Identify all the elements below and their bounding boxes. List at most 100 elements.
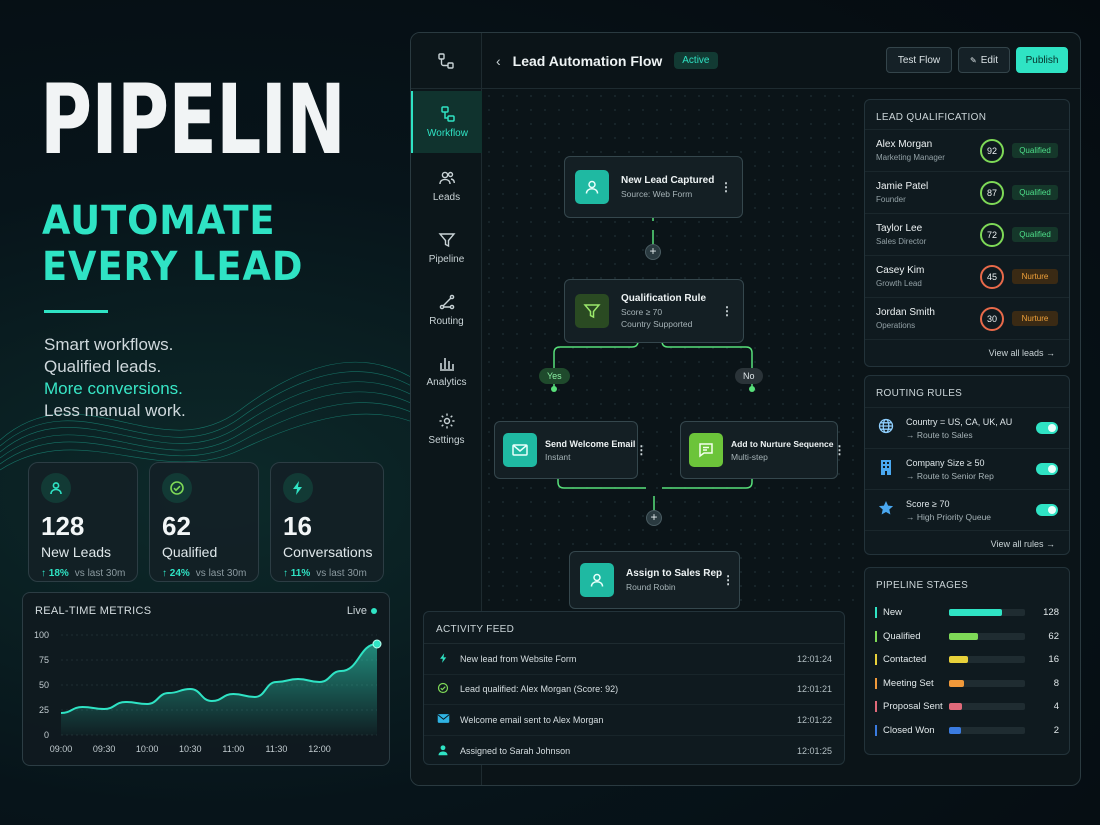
more-menu-icon[interactable]: ⋮ <box>722 573 735 587</box>
feed-time: 12:01:25 <box>796 745 832 756</box>
status-badge: Qualified <box>1012 185 1058 200</box>
lead-role: Founder <box>876 195 906 204</box>
publish-button[interactable]: Publish <box>1016 47 1068 73</box>
more-menu-icon[interactable]: ⋮ <box>833 443 846 457</box>
stage-row[interactable]: Qualified 62 <box>865 625 1069 649</box>
rule-action: → High Priority Queue <box>906 511 992 522</box>
view-all-rules-link[interactable]: View all rules → <box>865 530 1069 557</box>
feed-text: Assigned to Sarah Johnson <box>460 745 571 756</box>
routing-icon <box>439 294 454 310</box>
lead-info: Taylor Lee Sales Director <box>876 223 926 246</box>
tagline: Smart workflows. Qualified leads. More c… <box>44 334 186 422</box>
score-ring: 30 <box>980 306 1004 331</box>
y-tick-label: 75 <box>39 655 49 665</box>
rule-row[interactable]: Company Size ≥ 50 → Route to Senior Rep <box>865 448 1069 489</box>
node-assign-to-sales-rep[interactable]: Assign to Sales Rep Round Robin ⋮ <box>569 551 740 609</box>
stage-count: 128 <box>1043 607 1059 619</box>
feed-text: Lead qualified: Alex Morgan (Score: 92) <box>460 684 619 695</box>
view-all-leads-link[interactable]: View all leads → <box>865 339 1069 366</box>
live-label: Live <box>346 605 367 617</box>
lead-role: Operations <box>876 321 916 330</box>
x-tick-label: 09:30 <box>93 744 116 754</box>
workflow-canvas[interactable]: + + New Lead Captured Source: Web Form ⋮… <box>482 89 862 609</box>
rule-toggle[interactable] <box>1036 463 1058 475</box>
tagline-line-accent: More conversions. <box>44 379 183 398</box>
stage-row[interactable]: New 128 <box>865 601 1069 625</box>
metrics-title: REAL-TIME METRICS <box>35 605 152 617</box>
workflow-icon <box>440 106 455 122</box>
more-menu-icon[interactable]: ⋮ <box>721 304 733 318</box>
stage-row[interactable]: Closed Won 2 <box>865 719 1069 743</box>
nav-item-settings[interactable]: Settings <box>411 398 482 460</box>
stat-card-new-leads: 128 New Leads ↑ 18% vs last 30m <box>28 462 138 582</box>
lead-row[interactable]: Alex Morgan Marketing Manager 92 Qualifie… <box>865 129 1069 171</box>
y-tick-label: 50 <box>39 680 49 690</box>
lead-row[interactable]: Jamie Patel Founder 87 Qualified <box>865 171 1069 213</box>
stat-label: Qualified <box>162 544 218 560</box>
stage-name: Meeting Set <box>875 677 949 689</box>
stage-bar-fill <box>949 656 969 664</box>
panel-title: ROUTING RULES <box>876 388 963 399</box>
more-menu-icon[interactable]: ⋮ <box>720 180 732 194</box>
metrics-chart: 0 25 50 75 100 09:00 09:30 10:00 10:30 11:00 11:30… <box>34 630 382 754</box>
stage-row[interactable]: Proposal Sent 4 <box>865 695 1069 719</box>
pencil-icon: ✎ <box>970 55 977 65</box>
score-ring: 72 <box>980 222 1004 247</box>
feed-row[interactable]: Welcome email sent to Alex Morgan 12:01:… <box>424 705 844 736</box>
node-qualification-rule[interactable]: Qualification Rule Score ≥ 70 Country Su… <box>564 279 744 343</box>
nav-item-routing[interactable]: Routing <box>411 279 482 341</box>
stage-count: 16 <box>1048 654 1059 666</box>
lead-row[interactable]: Casey Kim Growth Lead 45 Nurture <box>865 255 1069 297</box>
nav-item-leads[interactable]: Leads <box>411 155 482 217</box>
rule-action: → Route to Sales <box>906 429 973 440</box>
stat-card-conversations: 16 Conversations ↑ 11% vs last 30m <box>270 462 384 582</box>
lead-row[interactable]: Taylor Lee Sales Director 72 Qualified <box>865 213 1069 255</box>
score-ring: 45 <box>980 264 1004 289</box>
user-icon <box>580 563 614 597</box>
rule-row[interactable]: Country = US, CA, UK, AU → Route to Sales <box>865 407 1069 448</box>
more-menu-icon[interactable]: ⋮ <box>635 443 648 457</box>
node-send-welcome-email[interactable]: Send Welcome Email Instant ⋮ <box>494 421 647 479</box>
lead-row[interactable]: Jordan Smith Operations 30 Nurture <box>865 297 1069 339</box>
status-badge: Active <box>674 52 718 69</box>
lead-info: Jordan Smith Operations <box>876 307 935 330</box>
stage-row[interactable]: Contacted 16 <box>865 648 1069 672</box>
node-subtitle: Instant <box>545 451 571 462</box>
node-add-to-nurture[interactable]: Add to Nurture Sequence Multi-step ⋮ <box>680 421 845 479</box>
panel-title: PIPELINE STAGES <box>876 580 969 591</box>
background-wave <box>0 361 430 471</box>
rule-toggle[interactable] <box>1036 422 1058 434</box>
test-flow-button[interactable]: Test Flow <box>886 47 952 73</box>
add-step-button[interactable]: + <box>646 510 662 526</box>
feed-row[interactable]: New lead from Website Form 12:01:24 <box>424 644 844 675</box>
back-chevron-icon[interactable]: ‹ <box>496 52 501 69</box>
rule-row[interactable]: Score ≥ 70 → High Priority Queue <box>865 489 1069 530</box>
nav-item-analytics[interactable]: Analytics <box>411 340 482 402</box>
status-badge: Qualified <box>1012 227 1058 242</box>
stage-bar <box>949 679 1025 687</box>
nav-label: Analytics <box>426 377 467 388</box>
globe-icon <box>876 418 896 439</box>
lead-name: Casey Kim <box>876 265 925 276</box>
nav-item-workflow[interactable]: Workflow <box>411 91 482 153</box>
series-area <box>61 644 377 735</box>
node-new-lead-captured[interactable]: New Lead Captured Source: Web Form ⋮ <box>564 156 743 218</box>
feed-row[interactable]: Lead qualified: Alex Morgan (Score: 92) … <box>424 675 844 705</box>
rule-toggle[interactable] <box>1036 504 1058 516</box>
stage-list: New 128 Qualified 62 Contacted 16 Meeting Set 8… <box>865 601 1069 742</box>
nav-item-pipeline[interactable]: Pipeline <box>411 217 482 279</box>
stage-name: Closed Won <box>875 724 949 736</box>
edit-button[interactable]: ✎ Edit <box>958 47 1010 73</box>
nav-label: Settings <box>428 435 465 446</box>
stage-count: 62 <box>1048 630 1059 642</box>
x-tick-label: 11:30 <box>266 744 288 754</box>
add-step-button[interactable]: + <box>645 244 661 260</box>
lead-qualification-panel: LEAD QUALIFICATION Alex Morgan Marketing … <box>864 99 1070 367</box>
edit-label: Edit <box>980 54 998 66</box>
x-tick-label: 12:00 <box>308 744 331 754</box>
stage-row[interactable]: Meeting Set 8 <box>865 672 1069 696</box>
feed-row[interactable]: Assigned to Sarah Johnson 12:01:25 <box>424 736 844 767</box>
trend-percent: 18% <box>48 568 69 579</box>
stage-count: 2 <box>1053 724 1059 736</box>
flow-logo[interactable] <box>411 33 481 89</box>
